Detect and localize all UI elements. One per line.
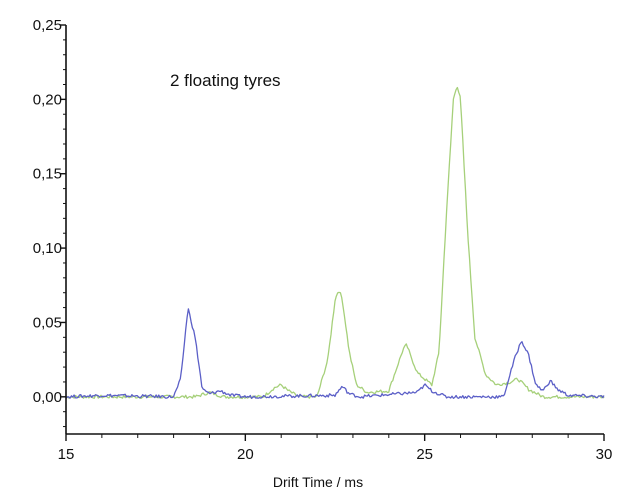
series-layer	[65, 86, 605, 400]
y-tick-label: 0,20	[33, 91, 62, 108]
series-line	[65, 308, 605, 399]
y-tick-label: 0,00	[33, 389, 62, 406]
y-tick-label: 0,25	[33, 17, 62, 34]
x-tick-label: 30	[596, 446, 613, 463]
y-tick-label: 0,10	[33, 240, 62, 257]
axes	[60, 24, 605, 441]
tick-labels: 0,00 0,05 0,10 0,15 0,20 0,25 15 20 25 30	[33, 17, 613, 463]
series-line	[65, 86, 605, 400]
y-tick-label: 0,05	[33, 314, 62, 331]
x-tick-label: 15	[58, 446, 75, 463]
x-tick-label: 25	[416, 446, 433, 463]
x-tick-label: 20	[237, 446, 254, 463]
x-axis-label: Drift Time / ms	[273, 474, 363, 490]
chart-annotation: 2 floating tyres	[170, 71, 281, 90]
y-tick-label: 0,15	[33, 166, 62, 183]
